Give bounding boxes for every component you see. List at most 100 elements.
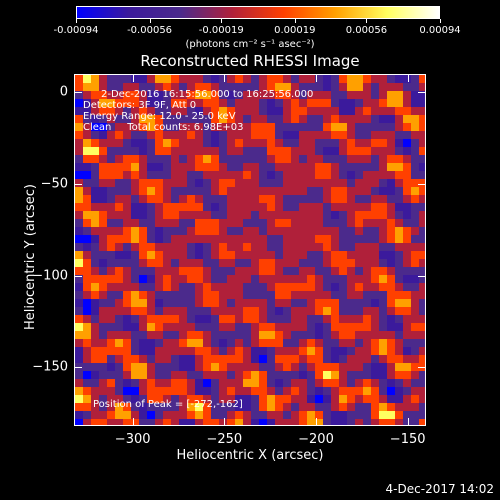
heatmap-cell	[267, 83, 276, 92]
heatmap-cell	[323, 115, 332, 124]
heatmap-cell	[91, 83, 100, 92]
heatmap-cell	[235, 171, 244, 180]
heatmap-cell	[259, 411, 268, 420]
heatmap-cell	[155, 275, 164, 284]
heatmap-cell	[227, 211, 236, 220]
heatmap-cell	[171, 107, 180, 116]
heatmap-cell	[291, 267, 300, 276]
heatmap-cell	[379, 347, 388, 356]
heatmap-cell	[123, 227, 132, 236]
heatmap-cell	[379, 323, 388, 332]
heatmap-cell	[163, 363, 172, 372]
heatmap-cell	[107, 195, 116, 204]
heatmap-cell	[331, 147, 340, 156]
heatmap-cell	[347, 107, 356, 116]
heatmap-cell	[179, 163, 188, 172]
heatmap-cell	[371, 371, 380, 380]
heatmap-cell	[275, 307, 284, 316]
heatmap-cell	[163, 99, 172, 108]
heatmap-cell	[347, 363, 356, 372]
heatmap-cell	[147, 275, 156, 284]
heatmap-cell	[323, 283, 332, 292]
heatmap-cell	[331, 171, 340, 180]
heatmap-cell	[147, 395, 156, 404]
heatmap-cell	[371, 387, 380, 396]
heatmap-cell	[339, 179, 348, 188]
heatmap-cell	[291, 371, 300, 380]
heatmap-cell	[211, 355, 220, 364]
heatmap-cell	[299, 419, 308, 425]
heatmap-cell	[307, 211, 316, 220]
heatmap-cell	[259, 291, 268, 300]
heatmap-cell	[75, 299, 84, 308]
heatmap-cell	[187, 235, 196, 244]
heatmap-cell	[331, 387, 340, 396]
heatmap-cell	[291, 147, 300, 156]
heatmap-cell	[187, 259, 196, 268]
heatmap-cell	[171, 235, 180, 244]
heatmap-cell	[131, 75, 140, 84]
heatmap-cell	[147, 411, 156, 420]
heatmap-cell	[275, 203, 284, 212]
heatmap-cell	[171, 411, 180, 420]
heatmap-cell	[227, 411, 236, 420]
heatmap-cell	[387, 75, 396, 84]
heatmap-cell	[219, 107, 228, 116]
heatmap-cell	[243, 203, 252, 212]
heatmap-cell	[419, 219, 425, 228]
heatmap-cell	[395, 243, 404, 252]
heatmap-cell	[251, 99, 260, 108]
heatmap-cell	[275, 147, 284, 156]
heatmap-cell	[179, 179, 188, 188]
heatmap-cell	[139, 403, 148, 412]
heatmap-cell	[275, 115, 284, 124]
heatmap-cell	[371, 179, 380, 188]
heatmap-cell	[379, 395, 388, 404]
heatmap-cell	[211, 323, 220, 332]
heatmap-cell	[419, 243, 425, 252]
heatmap-cell	[275, 171, 284, 180]
heatmap-cell	[155, 291, 164, 300]
heatmap-cell	[83, 387, 92, 396]
heatmap-cell	[363, 83, 372, 92]
heatmap-cell	[419, 323, 425, 332]
heatmap-cell	[275, 403, 284, 412]
heatmap-cell	[195, 395, 204, 404]
heatmap-cell	[259, 187, 268, 196]
heatmap-cell	[235, 163, 244, 172]
heatmap-cell	[99, 275, 108, 284]
heatmap-cell	[147, 203, 156, 212]
heatmap-cell	[299, 83, 308, 92]
heatmap-cell	[419, 195, 425, 204]
heatmap-cell	[315, 299, 324, 308]
heatmap-cell	[419, 387, 425, 396]
heatmap-cell	[243, 331, 252, 340]
heatmap-cell	[355, 411, 364, 420]
heatmap-cell	[339, 283, 348, 292]
heatmap-cell	[259, 363, 268, 372]
heatmap-cell	[75, 379, 84, 388]
heatmap-cell	[99, 339, 108, 348]
heatmap-cell	[395, 419, 404, 425]
heatmap-cell	[187, 203, 196, 212]
heatmap-cell	[211, 363, 220, 372]
heatmap-cell	[243, 411, 252, 420]
heatmap-cell	[379, 139, 388, 148]
heatmap-cell	[395, 339, 404, 348]
heatmap-cell	[363, 251, 372, 260]
heatmap-cell	[195, 235, 204, 244]
heatmap-cell	[299, 139, 308, 148]
heatmap-cell	[395, 235, 404, 244]
heatmap-cell	[235, 283, 244, 292]
heatmap-cell	[91, 363, 100, 372]
heatmap-cell	[371, 411, 380, 420]
heatmap-cell	[107, 355, 116, 364]
heatmap-cell	[91, 115, 100, 124]
heatmap-cell	[219, 91, 228, 100]
heatmap-cell	[227, 267, 236, 276]
heatmap-cell	[323, 291, 332, 300]
heatmap-cell	[283, 315, 292, 324]
heatmap-cell	[235, 323, 244, 332]
heatmap-cell	[283, 339, 292, 348]
heatmap-cell	[283, 299, 292, 308]
